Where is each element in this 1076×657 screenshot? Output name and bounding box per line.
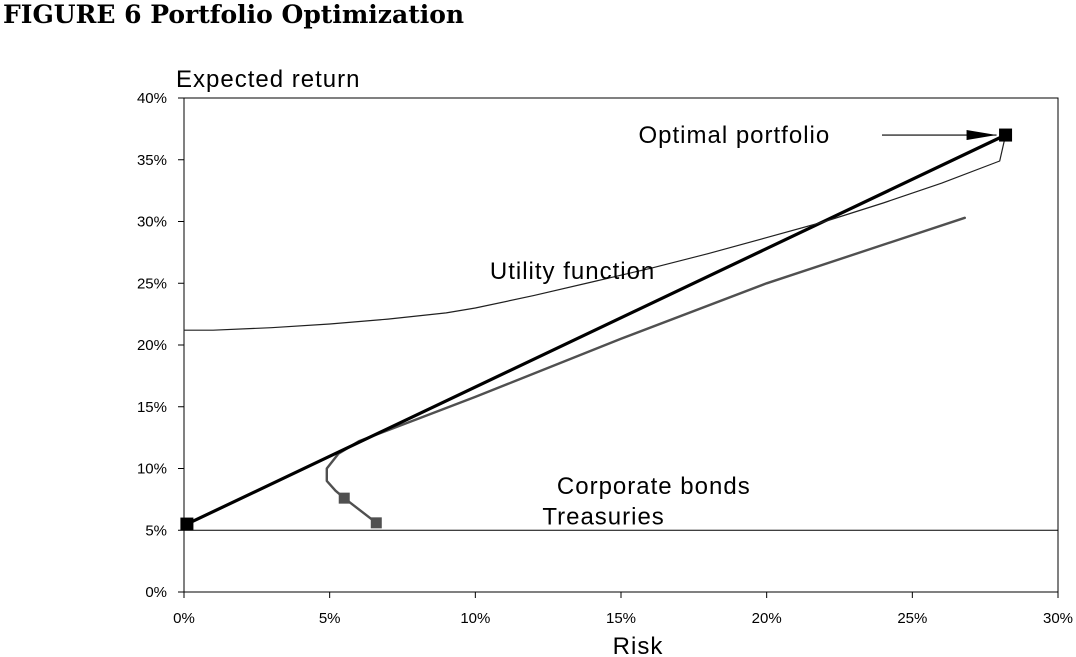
- series-layer: [183, 133, 1059, 531]
- y-axis-title: Expected return: [176, 66, 360, 93]
- y-tick-label: 30%: [137, 214, 167, 231]
- y-tick-label: 20%: [137, 337, 167, 354]
- figure-title: FIGURE 6 Portfolio Optimization: [3, 0, 465, 29]
- y-tick-label: 5%: [145, 522, 167, 539]
- y-tick-label: 40%: [137, 90, 167, 107]
- data-point-marker: [180, 517, 194, 531]
- annotation-layer: Optimal portfolio Utility function Corpora…: [490, 122, 997, 531]
- y-tick-label: 10%: [137, 461, 167, 478]
- annotation-label: Utility function: [490, 258, 655, 285]
- x-tick-label: 10%: [460, 610, 490, 627]
- annotation-label: Treasuries: [542, 504, 664, 531]
- annotation-label: Optimal portfolio: [638, 122, 830, 149]
- x-tick-label: 0%: [173, 610, 195, 627]
- x-tick-label: 25%: [897, 610, 927, 627]
- data-point-marker: [370, 517, 382, 529]
- data-point-marker: [338, 492, 350, 504]
- y-tick-label: 35%: [137, 152, 167, 169]
- x-tick-label: 15%: [606, 610, 636, 627]
- y-axis: 0% 5% 10% 15% 20% 25% 30% 35% 40%: [137, 90, 184, 601]
- series-line-capital-market-line: [185, 133, 1008, 526]
- x-tick-label: 20%: [752, 610, 782, 627]
- x-tick-label: 30%: [1043, 610, 1073, 627]
- data-point-marker: [999, 128, 1013, 142]
- y-tick-label: 0%: [145, 584, 167, 601]
- series-line-utility-function: [183, 134, 1007, 331]
- marker-layer: [180, 128, 1013, 531]
- y-tick-label: 25%: [137, 275, 167, 292]
- x-tick-label: 5%: [319, 610, 341, 627]
- x-axis: 0% 5% 10% 15% 20% 25% 30%: [173, 592, 1073, 627]
- x-axis-title: Risk: [613, 633, 664, 657]
- y-tick-label: 15%: [137, 399, 167, 416]
- annotation-label: Corporate bonds: [557, 473, 751, 500]
